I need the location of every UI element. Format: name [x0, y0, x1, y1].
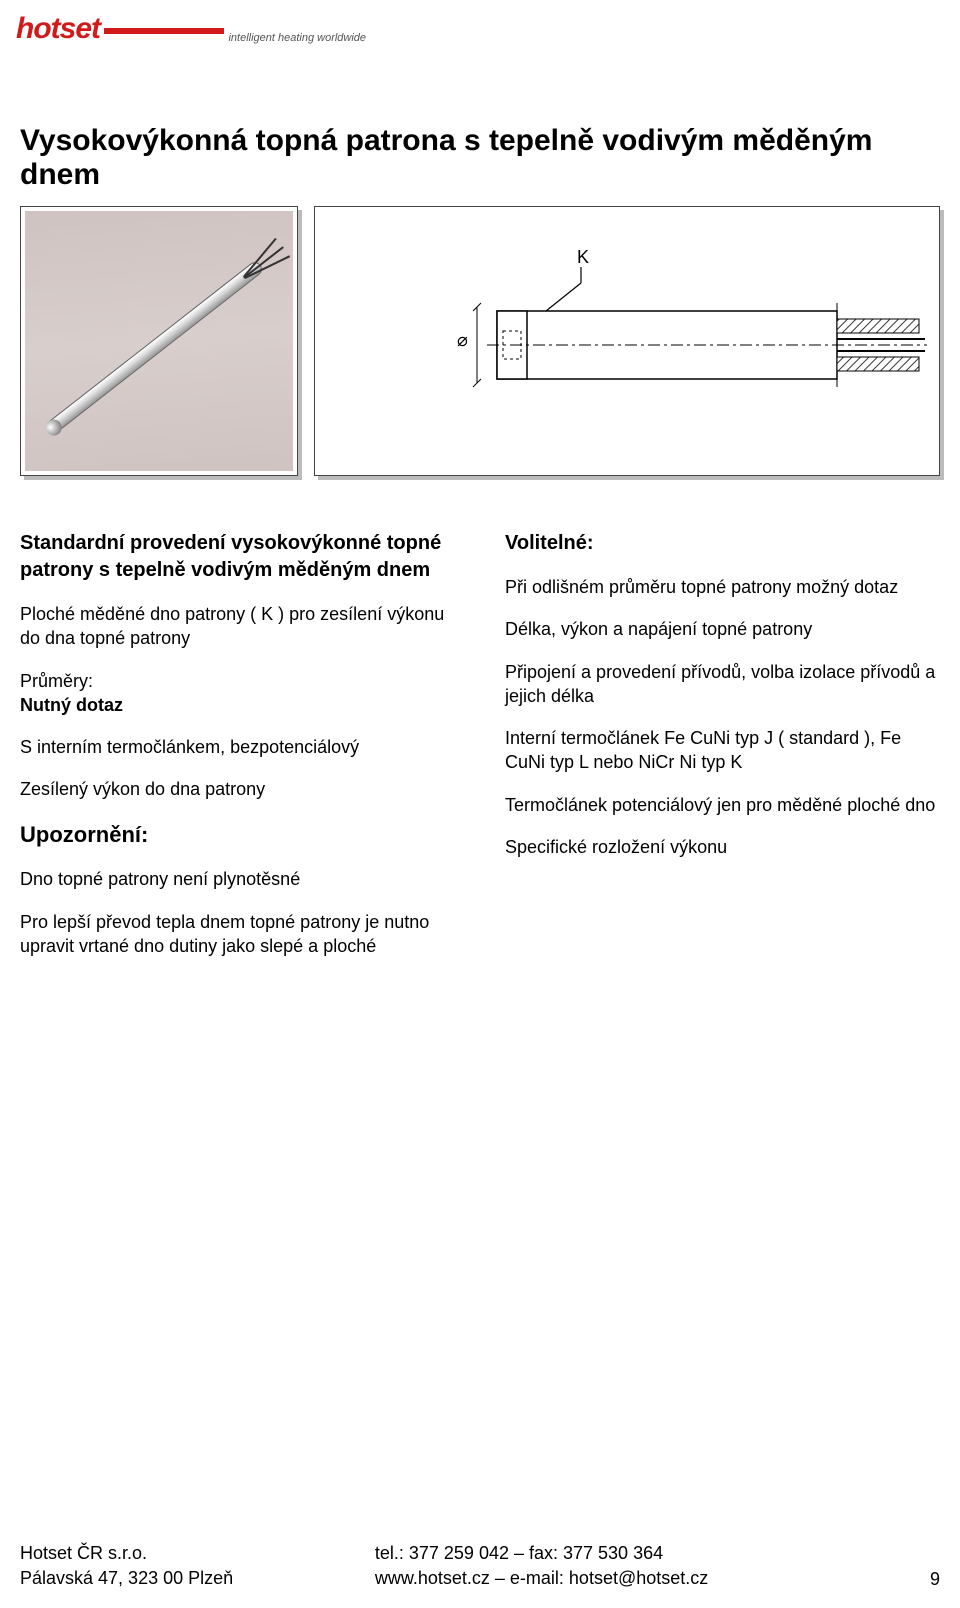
- left-subhead: Standardní provedení vysokovýkonné topné…: [20, 530, 455, 584]
- lead-wires-icon: [241, 244, 287, 283]
- technical-drawing-frame: K ⌀: [314, 206, 940, 476]
- right-p6: Specifické rozložení výkonu: [505, 835, 940, 859]
- right-p1: Při odlišném průměru topné patrony možný…: [505, 575, 940, 599]
- footer-company: Hotset ČR s.r.o.: [20, 1541, 233, 1565]
- header-logo: hotset intelligent heating worldwide: [16, 12, 366, 46]
- left-column: Standardní provedení vysokovýkonné topné…: [20, 530, 455, 976]
- left-p6: Pro lepší převod tepla dnem topné patron…: [20, 910, 455, 959]
- left-p4: Zesílený výkon do dna patrony: [20, 777, 455, 801]
- diameters-value: Nutný dotaz: [20, 695, 123, 715]
- page-footer: Hotset ČR s.r.o. Pálavská 47, 323 00 Plz…: [20, 1541, 940, 1590]
- product-photo-frame: [20, 206, 298, 476]
- left-p3: S interním termočlánkem, bezpotenciálový: [20, 735, 455, 759]
- product-photo: [25, 211, 293, 471]
- technical-drawing: K ⌀: [319, 211, 935, 471]
- page-title: Vysokovýkonná topná patrona s tepelně vo…: [20, 124, 960, 192]
- footer-contact-block: tel.: 377 259 042 – fax: 377 530 364 www…: [375, 1541, 708, 1590]
- right-column: Volitelné: Při odlišném průměru topné pa…: [505, 530, 940, 976]
- warning-head: Upozornění:: [20, 820, 455, 850]
- figure-row: K ⌀: [20, 206, 940, 476]
- right-p5: Termočlánek potenciálový jen pro měděné …: [505, 793, 940, 817]
- content-columns: Standardní provedení vysokovýkonné topné…: [20, 530, 940, 976]
- diagram-k-label: K: [577, 247, 589, 267]
- diameter-symbol: ⌀: [457, 330, 468, 350]
- optional-head: Volitelné:: [505, 530, 940, 557]
- diameters-block: Průměry: Nutný dotaz: [20, 669, 455, 718]
- left-p1: Ploché měděné dno patrony ( K ) pro zesí…: [20, 602, 455, 651]
- footer-web: www.hotset.cz – e-mail: hotset@hotset.cz: [375, 1566, 708, 1590]
- logo-brand: hotset: [16, 12, 100, 45]
- logo-bar-icon: [104, 28, 224, 34]
- right-p2: Délka, výkon a napájení topné patrony: [505, 617, 940, 641]
- footer-company-block: Hotset ČR s.r.o. Pálavská 47, 323 00 Plz…: [20, 1541, 233, 1590]
- left-p5: Dno topné patrony není plynotěsné: [20, 867, 455, 891]
- right-p3: Připojení a provedení přívodů, volba izo…: [505, 660, 940, 709]
- cartridge-heater-icon: [43, 259, 264, 436]
- right-p4: Interní termočlánek Fe CuNi typ J ( stan…: [505, 726, 940, 775]
- footer-address: Pálavská 47, 323 00 Plzeň: [20, 1566, 233, 1590]
- logo-tagline: intelligent heating worldwide: [228, 32, 366, 44]
- diameters-label: Průměry:: [20, 671, 93, 691]
- page-number: 9: [930, 1569, 940, 1590]
- logo-wordmark: hotset: [16, 12, 224, 46]
- footer-phone: tel.: 377 259 042 – fax: 377 530 364: [375, 1541, 708, 1565]
